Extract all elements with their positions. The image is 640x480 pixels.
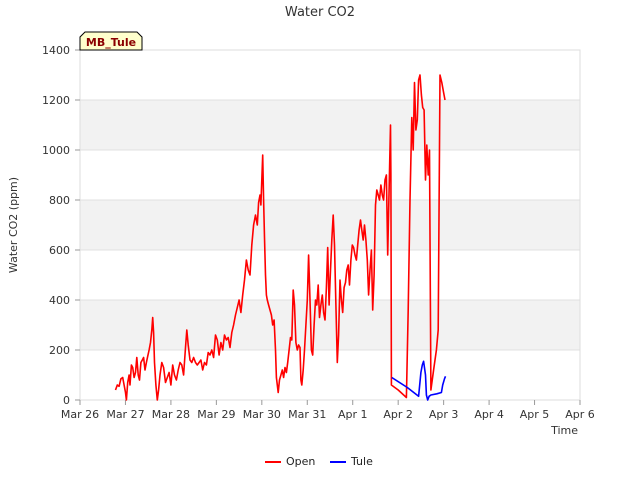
chart-title: Water CO2 (285, 5, 355, 20)
x-tick-label: Mar 26 (61, 408, 99, 421)
plot-frame (79, 49, 581, 401)
plot-band (80, 100, 580, 150)
x-tick-label: Apr 2 (383, 408, 413, 421)
y-axis-ticks: 0 200 400 600 800 1000 1200 1400 (42, 44, 80, 407)
y-tick-label: 1200 (42, 94, 70, 107)
plot-band (80, 200, 580, 250)
site-badge-shape (79, 31, 143, 51)
x-tick-label: Mar 30 (243, 408, 281, 421)
y-tick-label: 200 (49, 344, 70, 357)
legend-label-tule: Tule (350, 455, 373, 468)
series-line-tule (391, 360, 447, 401)
site-badge-label: MB_Tule (86, 36, 136, 49)
x-tick-label: Mar 27 (106, 408, 144, 421)
legend: Open Tule (265, 455, 373, 468)
y-tick-label: 0 (63, 394, 70, 407)
y-tick-label: 800 (49, 194, 70, 207)
plot-bands (80, 100, 580, 350)
x-tick-label: Apr 6 (565, 408, 595, 421)
x-tick-label: Mar 31 (288, 408, 326, 421)
x-tick-label: Mar 28 (152, 408, 190, 421)
y-tick-label: 600 (49, 244, 70, 257)
x-tick-label: Apr 1 (338, 408, 368, 421)
plot-band (80, 300, 580, 350)
x-axis-ticks: Mar 26 Mar 27 Mar 28 Mar 29 Mar 30 Mar 31 Apr … (61, 400, 595, 421)
y-axis-title: Water CO2 (ppm) (7, 177, 20, 273)
y-tick-label: 400 (49, 294, 70, 307)
legend-label-open: Open (286, 455, 315, 468)
x-tick-label: Mar 29 (197, 408, 235, 421)
x-axis-title: Time (550, 424, 578, 437)
series-line-open (114, 74, 446, 401)
site-badge: MB_Tule (79, 31, 143, 51)
y-tick-label: 1400 (42, 44, 70, 57)
series-layer (114, 74, 447, 401)
x-tick-label: Apr 3 (429, 408, 459, 421)
x-tick-label: Apr 5 (520, 408, 550, 421)
y-tick-label: 1000 (42, 144, 70, 157)
x-tick-label: Apr 4 (474, 408, 504, 421)
